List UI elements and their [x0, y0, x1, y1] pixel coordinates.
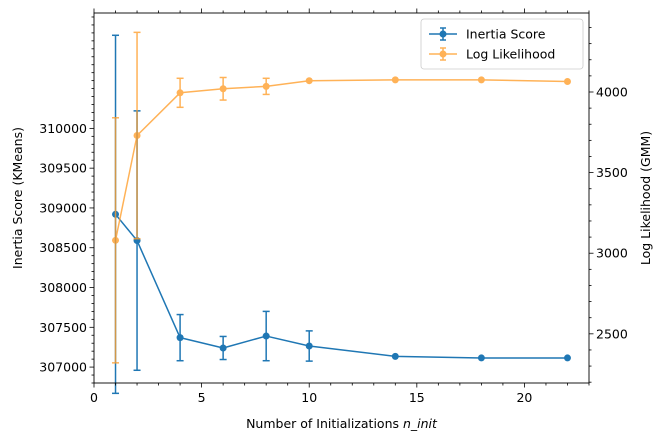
legend-marker — [439, 30, 447, 38]
legend-entry — [429, 27, 457, 41]
y-axis-right: 2500 3000 3500 4000 — [589, 27, 628, 383]
y-left-tick-label: 310000 — [39, 121, 87, 136]
y-right-tick-label: 3500 — [596, 165, 628, 180]
data-point — [219, 344, 227, 352]
data-point — [133, 132, 141, 140]
y-left-tick-label: 309500 — [39, 161, 87, 176]
x-tick-label: 0 — [90, 390, 98, 405]
x-axis-label-text: Number of Initializations — [246, 416, 403, 431]
data-point — [477, 354, 485, 362]
legend-box — [420, 18, 584, 70]
y-left-tick-label: 308000 — [39, 280, 87, 295]
data-point — [262, 332, 270, 340]
y-axis-right-label: Log Likelihood (GMM) — [638, 131, 653, 265]
data-point — [112, 236, 120, 244]
data-point — [305, 342, 313, 350]
x-tick-label: 10 — [301, 390, 317, 405]
legend-label: Inertia Score — [466, 27, 546, 42]
y-right-tick-label: 2500 — [596, 326, 628, 341]
x-tick-label: 15 — [409, 390, 425, 405]
x-tick-label: 5 — [198, 390, 206, 405]
data-point — [563, 354, 571, 362]
y-left-tick-label: 307500 — [39, 320, 87, 335]
legend-label: Log Likelihood — [466, 47, 555, 62]
y-left-tick-label: 308500 — [39, 240, 87, 255]
y-axis-left: 307000 307500 308000 308500 309000 309500 3100… — [39, 16, 94, 384]
series-layer — [112, 31, 571, 395]
legend-marker — [439, 50, 447, 58]
data-point — [391, 352, 399, 360]
data-point — [219, 85, 227, 93]
y-axis-left-label: Inertia Score (KMeans) — [10, 127, 25, 269]
legend-entry — [429, 47, 457, 61]
data-point — [391, 76, 399, 84]
x-axis-label-italic: n_init — [403, 416, 438, 431]
data-point — [176, 334, 184, 342]
x-axis: 0 5 10 15 20 — [90, 8, 590, 405]
data-point — [305, 77, 313, 85]
series-1 — [112, 31, 571, 364]
plot-frame — [93, 12, 590, 384]
x-tick-label: 20 — [516, 390, 532, 405]
x-axis-label: Number of Initializations n_init — [246, 416, 438, 431]
data-point — [563, 78, 571, 86]
legend: Inertia Score Log Likelihood — [420, 18, 584, 70]
y-right-tick-label: 4000 — [596, 84, 628, 99]
y-right-tick-label: 3000 — [596, 246, 628, 261]
data-point — [262, 82, 270, 90]
data-point — [477, 76, 485, 84]
data-point — [176, 89, 184, 97]
y-left-tick-label: 307000 — [39, 360, 87, 375]
y-left-tick-label: 309000 — [39, 200, 87, 215]
